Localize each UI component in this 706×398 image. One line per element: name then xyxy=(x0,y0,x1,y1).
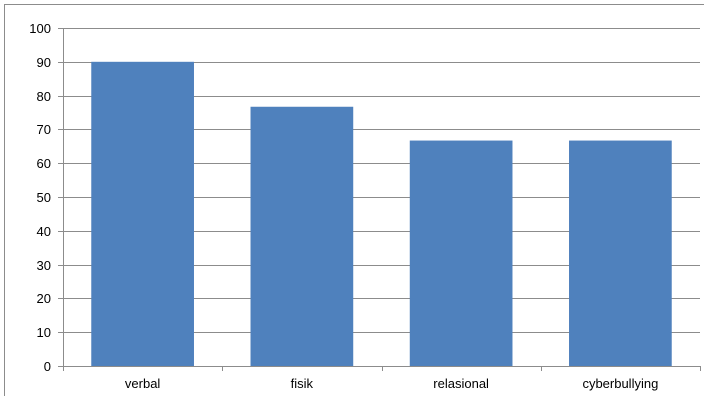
bar-relasional xyxy=(409,140,513,366)
y-tick-label: 40 xyxy=(37,224,51,239)
y-tick-label: 50 xyxy=(37,190,51,205)
axes xyxy=(58,28,701,371)
y-tick-labels: 0 10 20 30 40 50 60 70 80 90 100 xyxy=(29,21,51,374)
y-tick-label: 30 xyxy=(37,258,51,273)
y-tick-label: 10 xyxy=(37,325,51,340)
y-tick-label: 70 xyxy=(37,122,51,137)
x-category-label-verbal: verbal xyxy=(125,376,161,391)
chart-frame xyxy=(4,4,704,396)
bar-verbal xyxy=(91,61,194,367)
y-tick-label: 80 xyxy=(37,89,51,104)
y-tick-label: 60 xyxy=(37,156,51,171)
x-category-label-fisik: fisik xyxy=(291,376,314,391)
bars xyxy=(91,61,672,367)
y-tick-label: 20 xyxy=(37,291,51,306)
bar-fisik xyxy=(250,106,354,366)
bar-cyberbullying xyxy=(569,140,672,366)
y-tick-label: 100 xyxy=(29,21,51,36)
x-category-label-relasional: relasional xyxy=(433,376,489,391)
y-tick-label: 90 xyxy=(37,55,51,70)
x-category-labels: verbal fisik relasional cyberbullying xyxy=(125,376,658,391)
y-tick-label: 0 xyxy=(44,359,51,374)
x-category-label-cyberbullying: cyberbullying xyxy=(582,376,658,391)
